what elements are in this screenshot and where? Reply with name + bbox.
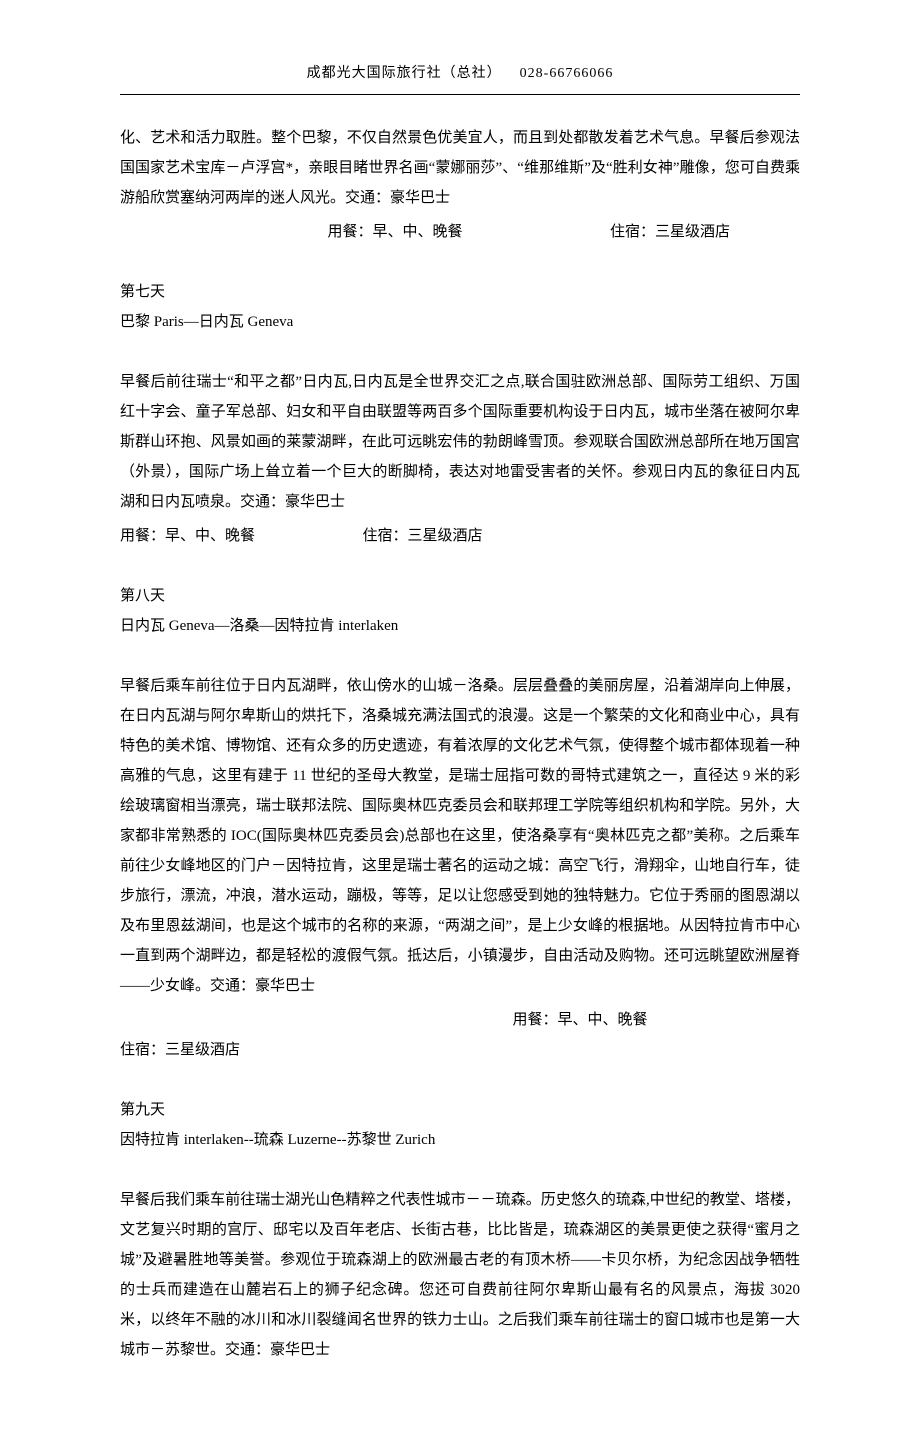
day8-label: 第八天: [120, 581, 800, 611]
day8-hotel: 住宿：三星级酒店: [120, 1035, 800, 1065]
company-name: 成都光大国际旅行社（总社）: [307, 66, 502, 81]
day9-body: 早餐后我们乘车前往瑞士湖光山色精粹之代表性城市－－琉森。历史悠久的琉森,中世纪的…: [120, 1185, 800, 1365]
day7-route: 巴黎 Paris—日内瓦 Geneva: [120, 307, 800, 337]
day6-body-tail: 化、艺术和活力取胜。整个巴黎，不仅自然景色优美宜人，而且到处都散发着艺术气息。早…: [120, 123, 800, 213]
day6-hotel: 住宿：三星级酒店: [610, 217, 730, 247]
page-header: 成都光大国际旅行社（总社） 028-66766066: [120, 60, 800, 95]
day6-meal: 用餐：早、中、晚餐: [328, 217, 463, 247]
day7-info: 用餐：早、中、晚餐 住宿：三星级酒店: [120, 521, 800, 551]
day8-body: 早餐后乘车前往位于日内瓦湖畔，依山傍水的山城－洛桑。层层叠叠的美丽房屋，沿着湖岸…: [120, 671, 800, 1001]
header-gap: [506, 66, 515, 81]
day7-hotel: 住宿：三星级酒店: [363, 521, 483, 551]
day8-info: ——少女峰。交通：豪华巴士 用餐：早、中、晚餐: [120, 1005, 800, 1035]
day8-route: 日内瓦 Geneva—洛桑—因特拉肯 interlaken: [120, 611, 800, 641]
day7-label: 第七天: [120, 277, 800, 307]
day9-route: 因特拉肯 interlaken--琉森 Luzerne--苏黎世 Zurich: [120, 1125, 800, 1155]
day6-info: 豪华巴士 用餐：早、中、晚餐 住宿：三星级酒店: [120, 217, 800, 247]
day7-body: 早餐后前往瑞士“和平之都”日内瓦,日内瓦是全世界交汇之点,联合国驻欧洲总部、国际…: [120, 367, 800, 517]
day7-meal: 用餐：早、中、晚餐: [120, 521, 255, 551]
day8-meal: 用餐：早、中、晚餐: [513, 1005, 648, 1035]
day9-label: 第九天: [120, 1095, 800, 1125]
company-phone: 028-66766066: [520, 66, 614, 81]
